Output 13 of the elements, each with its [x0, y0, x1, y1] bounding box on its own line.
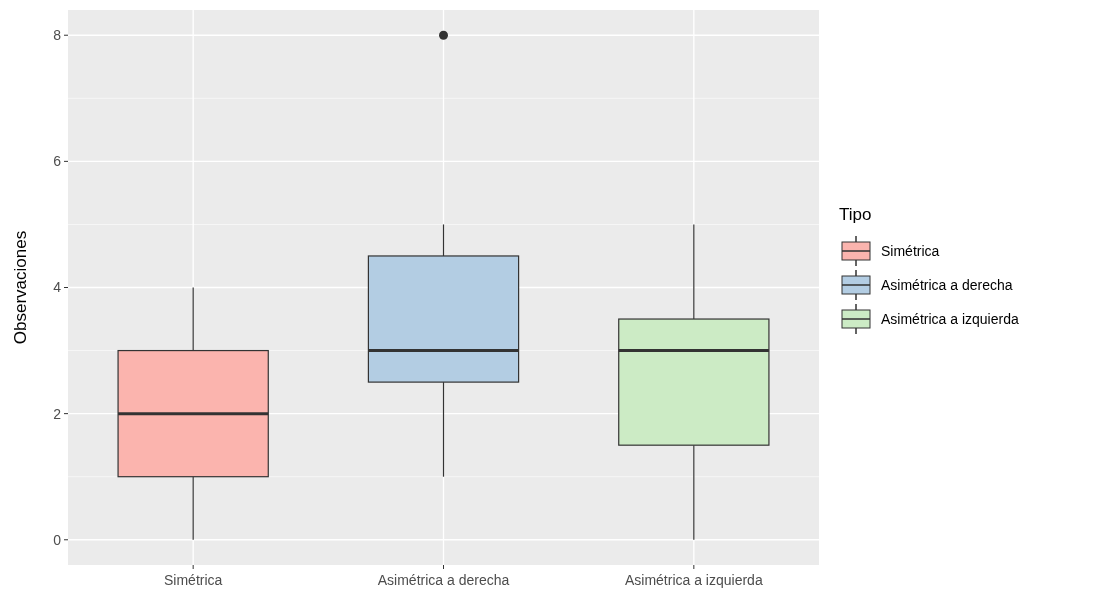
y-tick-label: 0 — [53, 531, 62, 548]
legend-label: Simétrica — [881, 242, 940, 259]
x-tick-label: Asimétrica a derecha — [377, 572, 510, 588]
x-tick-label: Simétrica — [163, 572, 223, 588]
x-tick-label: Asimétrica a izquierda — [624, 572, 763, 588]
y-tick-label: 8 — [53, 27, 62, 44]
legend-label: Asimétrica a izquierda — [881, 310, 1019, 327]
y-axis-title: Observaciones — [11, 230, 30, 345]
y-tick-label: 4 — [53, 279, 62, 296]
legend-label: Asimétrica a derecha — [881, 276, 1013, 293]
y-tick-label: 2 — [53, 405, 62, 422]
y-tick-label: 6 — [53, 153, 62, 170]
legend-title: Tipo — [839, 205, 872, 224]
